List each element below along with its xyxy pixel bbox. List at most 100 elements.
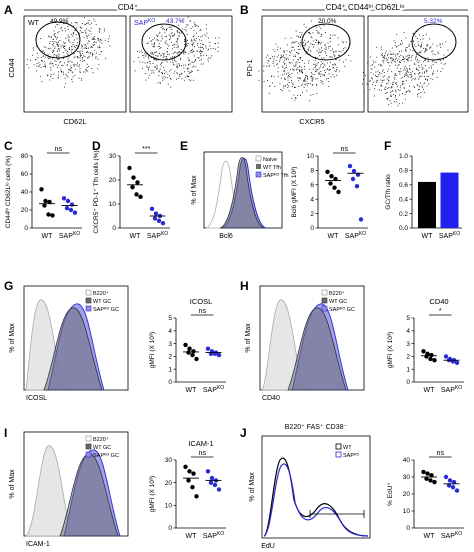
event-dot <box>319 76 321 77</box>
event-dot <box>297 77 299 79</box>
event-dot <box>139 51 141 53</box>
legend-text: WT GC <box>93 445 111 451</box>
event-dot <box>267 60 269 62</box>
event-dot <box>402 102 403 104</box>
event-dot <box>315 42 317 43</box>
event-dot <box>297 46 299 47</box>
event-dot <box>72 33 74 35</box>
event-dot <box>177 45 179 47</box>
event-dot <box>326 55 328 57</box>
event-dot <box>332 74 334 75</box>
event-dot <box>384 88 386 90</box>
event-dot <box>408 76 410 78</box>
event-dot <box>87 21 89 23</box>
event-dot <box>309 100 311 102</box>
event-dot <box>401 84 403 86</box>
event-dot <box>179 35 180 37</box>
event-dot <box>402 69 404 71</box>
event-dot <box>160 47 162 48</box>
y-tick-label: 40 <box>403 457 411 464</box>
event-dot <box>281 77 282 79</box>
event-dot <box>284 85 286 87</box>
event-dot <box>323 74 325 76</box>
event-dot <box>146 43 148 44</box>
legend-swatch <box>321 305 328 312</box>
event-dot <box>90 27 92 29</box>
event-dot <box>298 62 300 63</box>
event-dot <box>432 64 434 66</box>
event-dot <box>283 73 285 75</box>
event-dot <box>52 41 54 43</box>
event-dot <box>322 83 324 85</box>
event-dot <box>389 50 391 52</box>
event-dot <box>298 69 300 71</box>
event-dot <box>414 87 416 88</box>
event-dot <box>281 74 283 76</box>
event-dot <box>258 79 260 81</box>
event-dot <box>165 43 167 44</box>
event-dot <box>319 42 320 43</box>
y-tick-label: 20 <box>21 207 29 214</box>
event-dot <box>331 56 333 58</box>
event-dot <box>205 24 207 26</box>
event-dot <box>67 26 69 27</box>
event-dot <box>202 35 203 37</box>
event-dot <box>339 70 340 72</box>
event-dot <box>170 69 172 71</box>
event-dot <box>50 47 52 49</box>
event-dot <box>299 49 301 50</box>
event-dot <box>315 65 316 67</box>
event-dot <box>427 80 428 81</box>
event-dot <box>404 69 406 71</box>
y-tick-label: 4 <box>168 328 172 335</box>
event-dot <box>159 45 160 47</box>
event-dot <box>381 55 383 57</box>
event-dot <box>283 51 285 52</box>
event-dot <box>333 76 335 78</box>
event-dot <box>194 24 196 25</box>
event-dot <box>68 39 70 41</box>
event-dot <box>394 42 396 44</box>
data-point-ko <box>72 210 78 215</box>
event-dot <box>418 78 420 80</box>
event-dot <box>53 49 55 51</box>
event-dot <box>200 58 202 60</box>
event-dot <box>380 79 382 81</box>
event-dot <box>162 28 164 30</box>
event-dot <box>395 74 396 76</box>
event-dot <box>192 26 194 28</box>
event-dot <box>312 44 313 45</box>
event-dot <box>258 70 260 72</box>
event-dot <box>98 47 100 49</box>
event-dot <box>65 73 67 75</box>
event-dot <box>283 70 285 72</box>
event-dot <box>420 92 422 93</box>
event-dot <box>192 61 194 63</box>
y-tick-label: 4 <box>406 328 410 335</box>
event-dot <box>79 30 81 32</box>
event-dot <box>171 41 173 43</box>
event-dot <box>157 55 159 57</box>
event-dot <box>173 64 175 66</box>
event-dot <box>56 24 58 25</box>
data-point-ko <box>205 469 211 474</box>
data-point-wt <box>187 346 192 351</box>
event-dot <box>85 69 87 70</box>
event-dot <box>389 65 391 67</box>
event-dot <box>285 67 287 68</box>
event-dot <box>160 27 162 28</box>
event-dot <box>402 93 403 94</box>
event-dot <box>78 51 80 52</box>
event-dot <box>312 84 314 85</box>
event-dot <box>54 60 56 62</box>
event-dot <box>300 45 302 47</box>
event-dot <box>324 48 326 50</box>
event-dot <box>400 43 401 45</box>
event-dot <box>177 30 179 32</box>
event-dot <box>409 56 411 58</box>
event-dot <box>187 68 189 70</box>
event-dot <box>98 30 100 32</box>
event-dot <box>164 36 166 38</box>
event-dot <box>58 55 60 57</box>
event-dot <box>388 76 390 78</box>
